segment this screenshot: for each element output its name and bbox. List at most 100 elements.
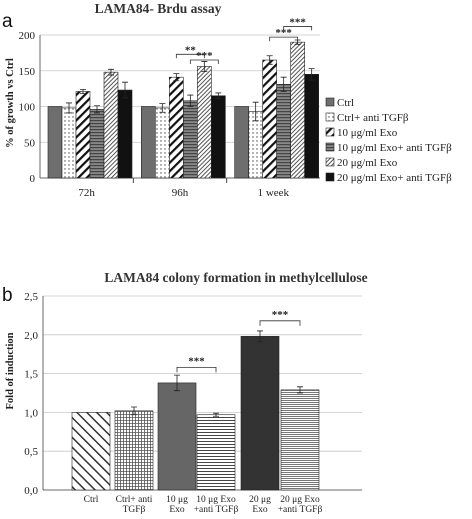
error-bar [94, 105, 100, 114]
significance-label: *** [188, 355, 205, 367]
x-tick-label: 10 μg Exo [196, 495, 236, 505]
bar [89, 109, 105, 179]
x-tick-label: 10 μg [166, 495, 188, 505]
x-tick-label: Ctrl+ anti [116, 495, 153, 505]
y-tick-label: 1,0 [24, 407, 38, 419]
error-bar [187, 94, 194, 107]
bar [262, 59, 277, 179]
legend-swatch [325, 157, 335, 167]
chart-a-ylabel: % of growth vs Ctrl [5, 58, 16, 148]
x-tick-label: 20 μg [249, 495, 271, 505]
bar [280, 389, 320, 491]
bar [197, 66, 212, 179]
legend-label: 20 μg/ml Exo+ anti TGFβ [337, 172, 452, 184]
bar [155, 107, 170, 179]
significance-bracket [259, 320, 301, 326]
x-tick-label: 1 week [258, 187, 290, 199]
legend-swatch [325, 172, 335, 182]
significance-bracket [176, 366, 217, 373]
x-tick-label: 72h [78, 187, 95, 199]
error-bar [80, 88, 86, 95]
significance-label: *** [275, 27, 292, 39]
panel-b-label: b [2, 285, 13, 306]
legend-label: 20 μg/ml Exo [337, 157, 398, 169]
error-bar [122, 81, 128, 99]
y-tick-label: 0 [30, 173, 36, 185]
error-bar [215, 92, 222, 100]
chart-b-ylabel: Fold of induction [5, 332, 16, 409]
bar [196, 414, 236, 491]
y-tick-label: 2,0 [24, 330, 38, 342]
bar [183, 100, 198, 179]
error-bar [266, 55, 273, 65]
bar [304, 74, 319, 179]
bar [61, 107, 77, 179]
significance-label: ** [185, 44, 197, 56]
panel-a-label: a [2, 11, 13, 32]
significance-bracket [189, 59, 219, 65]
x-tick-label: Exo [252, 505, 268, 515]
legend-swatch [325, 112, 335, 122]
bar [114, 410, 154, 491]
legend-label: 10 μg/ml Exo+ anti TGFβ [337, 142, 452, 154]
y-tick-label: 2,5 [24, 291, 38, 303]
legend-label: Ctrl+ anti TGFβ [337, 112, 409, 124]
chart-a-title: LAMA84- Brdu assay [95, 1, 222, 16]
significance-label: *** [272, 309, 289, 321]
bar [75, 91, 91, 179]
significance-bracket [269, 36, 299, 42]
bar [248, 111, 263, 179]
error-bar [280, 76, 287, 92]
bar [276, 84, 291, 179]
significance-label: *** [289, 16, 306, 28]
error-bar [174, 374, 180, 392]
y-tick-label: 200 [19, 30, 36, 42]
legend-label: 10 μg/ml Exo [337, 127, 398, 139]
x-tick-label: 96h [172, 187, 189, 199]
significance-bracket [175, 53, 205, 59]
error-bar [173, 73, 180, 82]
x-tick-label: +anti TGFβ [194, 505, 239, 515]
bar [211, 95, 226, 179]
x-tick-label: TGFβ [123, 505, 146, 515]
legend-swatch [325, 97, 335, 107]
y-tick-label: 50 [24, 137, 36, 149]
error-bar [201, 61, 208, 72]
significance-bracket [283, 26, 313, 31]
error-bar [66, 102, 72, 114]
bar [117, 89, 133, 179]
bar [240, 336, 280, 491]
y-tick-label: 100 [19, 102, 36, 114]
bar [71, 412, 111, 491]
bar [103, 71, 119, 179]
y-tick-label: 150 [19, 66, 36, 78]
bar [141, 106, 156, 179]
legend-swatch [325, 142, 335, 152]
x-tick-label: Ctrl [84, 495, 99, 505]
legend-label: Ctrl [337, 97, 354, 109]
bar [290, 41, 305, 179]
x-tick-label: +anti TGFβ [278, 505, 323, 515]
y-tick-label: 0,0 [24, 485, 38, 497]
error-bar [159, 103, 166, 113]
bar [234, 106, 249, 179]
error-bar [213, 412, 219, 417]
error-bar [308, 68, 315, 81]
significance-label: *** [196, 50, 213, 62]
error-bar [252, 101, 259, 122]
y-tick-label: 0,5 [24, 446, 38, 458]
error-bar [297, 386, 303, 394]
bar [157, 382, 197, 491]
legend-swatch [325, 127, 335, 137]
y-tick-label: 1,5 [24, 369, 38, 381]
x-tick-label: 20 μg Exo [280, 495, 320, 505]
error-bar [108, 68, 114, 76]
bar [47, 106, 63, 179]
error-bar [131, 406, 137, 416]
error-bar [257, 330, 263, 343]
chart-b-title: LAMA84 colony formation in methylcellulo… [104, 270, 367, 285]
bar [169, 76, 184, 179]
